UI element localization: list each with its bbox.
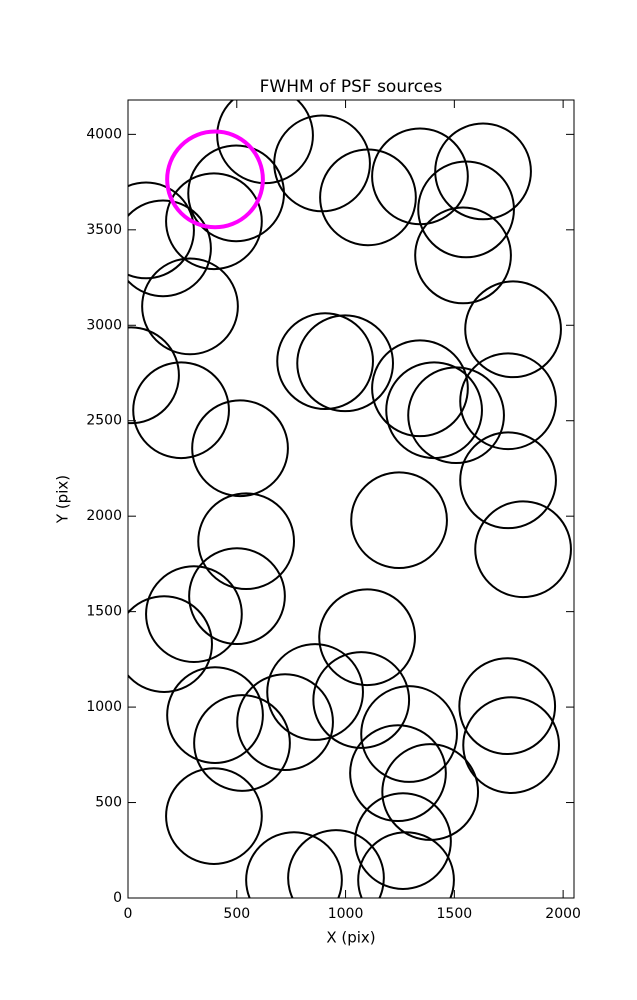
- plot-area: [128, 100, 572, 898]
- source-circle: [319, 148, 417, 247]
- y-tick-label: 2000: [86, 508, 122, 524]
- source-circle: [296, 314, 394, 413]
- source-circle: [349, 724, 447, 823]
- source-circle: [128, 199, 212, 298]
- source-circle: [216, 100, 314, 185]
- source-circle: [165, 129, 265, 230]
- source-circle: [166, 666, 264, 764]
- source-circle: [141, 257, 239, 356]
- chart-title: FWHM of PSF sources: [260, 77, 443, 97]
- source-circle: [417, 160, 515, 259]
- y-tick-label: 500: [95, 795, 122, 811]
- source-circle: [312, 651, 411, 749]
- source-circle: [187, 144, 285, 243]
- source-circle: [132, 361, 230, 460]
- source-circle: [371, 339, 469, 438]
- source-circle: [266, 643, 364, 741]
- source-circle: [458, 657, 557, 755]
- source-circle: [128, 181, 195, 280]
- source-circle: [318, 588, 416, 687]
- y-tick-label: 0: [113, 890, 122, 906]
- axes-frame: [127, 99, 575, 899]
- y-tick-label: 2500: [86, 413, 122, 429]
- source-circle: [276, 312, 374, 411]
- source-circle: [459, 352, 557, 451]
- y-axis-label: Y (pix): [54, 475, 72, 524]
- source-circle: [434, 122, 532, 221]
- y-tick-label: 3500: [86, 222, 122, 238]
- source-circle: [165, 172, 263, 271]
- source-circle: [236, 673, 334, 772]
- source-circle: [462, 696, 560, 794]
- x-tick-label: 2000: [545, 906, 581, 922]
- source-circle: [287, 829, 385, 898]
- source-circle: [197, 492, 295, 591]
- source-circle: [128, 326, 180, 425]
- source-circle: [245, 831, 343, 898]
- source-circle: [357, 831, 455, 898]
- source-circle: [188, 547, 286, 646]
- y-tick-label: 3000: [86, 317, 122, 333]
- y-tick-label: 4000: [86, 126, 122, 142]
- source-circle: [350, 471, 448, 570]
- source-circle: [128, 595, 213, 693]
- y-tick-label: 1500: [86, 604, 122, 620]
- x-tick-label: 1000: [328, 906, 364, 922]
- source-circle: [165, 767, 263, 865]
- y-tick-label: 1000: [86, 699, 122, 715]
- x-tick-label: 0: [124, 906, 133, 922]
- source-circle: [381, 743, 480, 841]
- source-circle: [464, 280, 562, 379]
- source-circle: [414, 206, 512, 305]
- x-tick-label: 500: [223, 906, 250, 922]
- x-axis-label: X (pix): [326, 929, 375, 947]
- x-tick-label: 1500: [437, 906, 473, 922]
- source-circle: [474, 500, 572, 599]
- source-circle: [407, 366, 505, 465]
- source-circle: [360, 685, 458, 783]
- source-circle: [191, 399, 289, 498]
- source-circle: [193, 694, 291, 792]
- source-circle: [145, 565, 243, 663]
- source-circle: [459, 431, 557, 530]
- source-circle: [354, 792, 452, 890]
